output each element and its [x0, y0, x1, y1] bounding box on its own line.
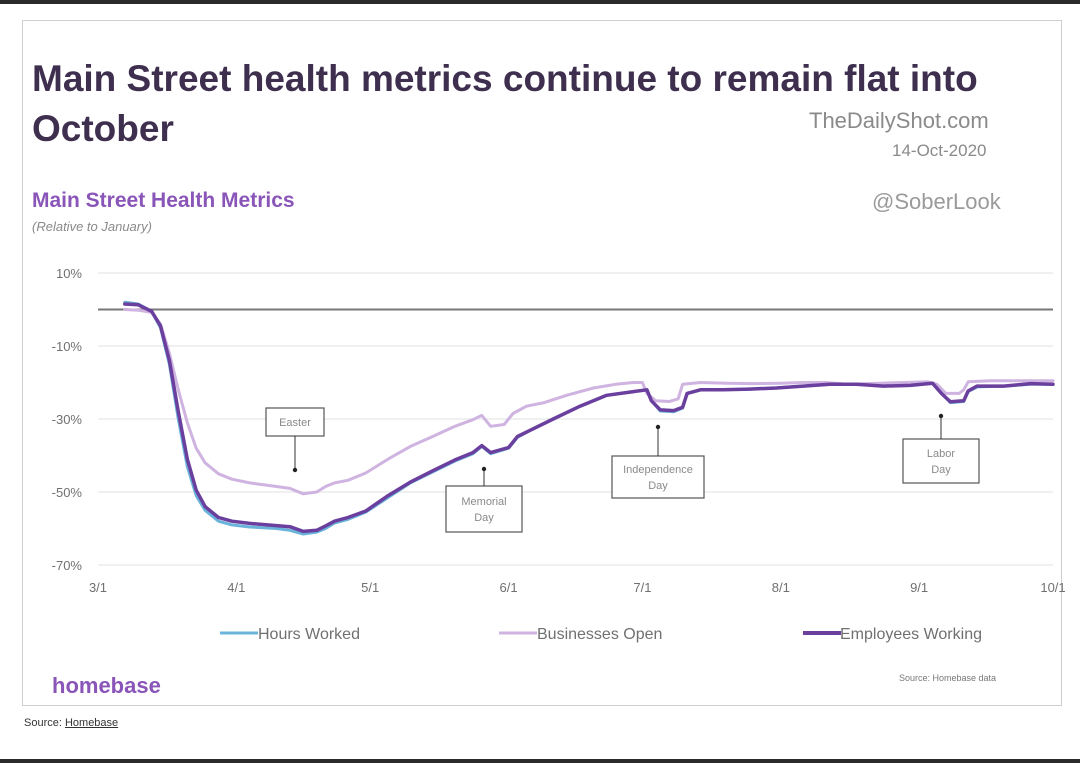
y-tick-label: -30%: [52, 412, 83, 427]
legend-item-businesses-open: Businesses Open: [499, 626, 662, 643]
annotation-box: [265, 407, 325, 437]
legend-item-employees-working: Employees Working: [803, 626, 982, 643]
source-link[interactable]: Homebase: [64, 717, 119, 729]
x-tick-label: 10/1: [1040, 580, 1065, 595]
annotation-labor-day: Labor Day: [902, 413, 980, 484]
x-tick-label: 9/1: [910, 580, 928, 595]
chart-subtitle: (Relative to January): [32, 219, 152, 234]
annotation-box: [902, 438, 980, 484]
annotation-label: Labor: [927, 448, 955, 460]
x-tick-label: 7/1: [633, 580, 651, 595]
annotation-marker: [655, 424, 661, 430]
annotation-memorial-day: Memorial Day: [445, 466, 523, 533]
annotation-label: Memorial: [461, 496, 506, 508]
bottom-border: [0, 759, 1080, 763]
watermark-site: TheDailyShot.com: [809, 108, 989, 133]
annotation-independence-day: Independence Day: [611, 424, 705, 499]
annotation-label: Day: [648, 480, 668, 492]
y-tick-label: -70%: [52, 558, 83, 573]
y-tick-label: -10%: [52, 339, 83, 354]
x-tick-label: 8/1: [772, 580, 790, 595]
x-tick-label: 6/1: [500, 580, 518, 595]
chart-title: Main Street Health Metrics: [32, 189, 295, 212]
image-caption: Source: Homebase: [24, 717, 118, 729]
y-tick-label: -50%: [52, 485, 83, 500]
annotation-easter: Easter: [265, 407, 325, 473]
annotation-label: Day: [931, 464, 951, 476]
annotation-marker: [938, 413, 944, 419]
series-line-employees-working: [123, 302, 1055, 534]
legend-item-hours-worked: Hours Worked: [220, 626, 360, 643]
brand-logo: homebase: [52, 673, 161, 698]
annotation-marker: [481, 466, 487, 472]
annotation-box: [445, 485, 523, 533]
legend-label: Businesses Open: [537, 626, 662, 643]
chart-card: [22, 20, 1062, 706]
series-line-businesses-open: [123, 308, 1055, 496]
top-border: [0, 0, 1080, 4]
y-axis-ticks: 10% -10% -30% -50% -70%: [52, 266, 83, 573]
page-title-line-2: October: [32, 108, 174, 149]
watermark-date: 14-Oct-2020: [892, 141, 987, 160]
legend-label: Employees Working: [840, 626, 982, 643]
caption-prefix: Source:: [24, 717, 65, 729]
legend-label: Hours Worked: [258, 626, 360, 643]
annotation-label: Easter: [279, 417, 311, 429]
watermark-handle: @SoberLook: [872, 189, 1001, 214]
annotation-box: [611, 455, 705, 499]
annotation-label: Independence: [623, 464, 693, 476]
y-tick-label: 10%: [56, 266, 82, 281]
chart-source-note: Source: Homebase data: [899, 673, 997, 683]
series-line-hours-worked: [123, 300, 1055, 536]
page-title-line-1: Main Street health metrics continue to r…: [32, 58, 978, 99]
chart-legend: Hours Worked Businesses Open Employees Wor…: [220, 626, 982, 643]
page-title: Main Street health metrics continue to r…: [32, 54, 1072, 154]
x-tick-label: 4/1: [227, 580, 245, 595]
x-tick-label: 5/1: [361, 580, 379, 595]
gridlines: [98, 272, 1053, 566]
annotation-label: Day: [474, 512, 494, 524]
x-tick-label: 3/1: [89, 580, 107, 595]
x-axis-ticks: 3/1 4/1 5/1 6/1 7/1 8/1 9/1 10/1: [89, 580, 1066, 595]
annotation-marker: [292, 467, 298, 473]
series-lines: [123, 300, 1055, 536]
holiday-annotations: Easter Memorial Day Independence Day Labor Day: [265, 407, 980, 533]
